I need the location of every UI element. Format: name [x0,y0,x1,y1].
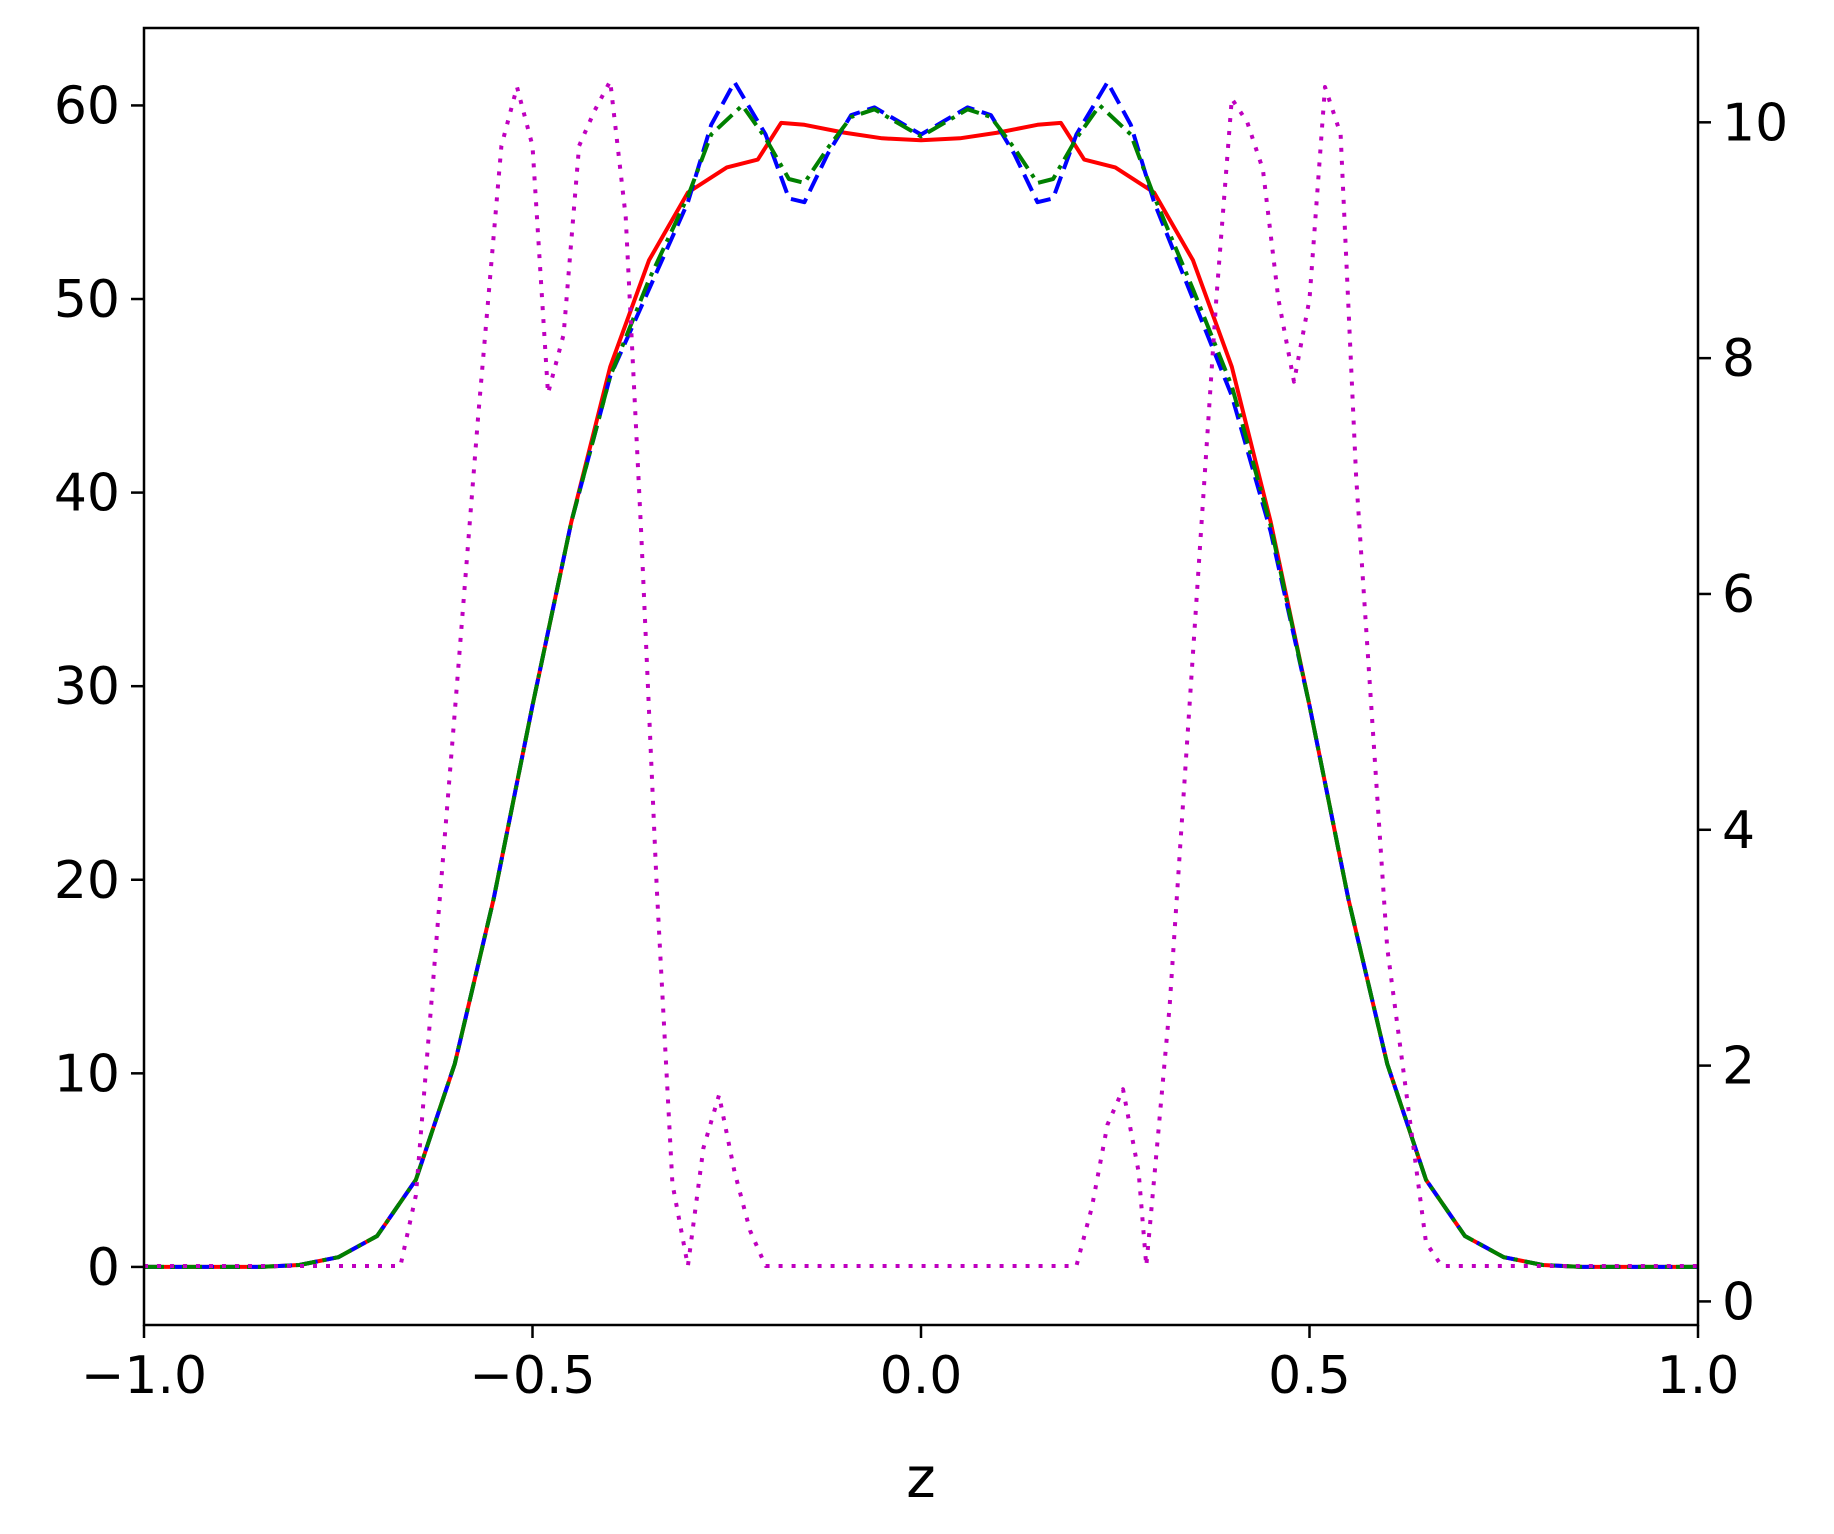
series-line-3 [144,103,1698,1269]
y2-tick-label: 4 [1722,801,1755,861]
y-tick-label: 10 [54,1044,120,1104]
y-tick-label: 40 [54,464,120,524]
y2-tick-label: 6 [1722,565,1755,625]
y-tick-label: 60 [54,76,120,136]
plot-background [144,28,1698,1325]
y-tick-label: 30 [54,657,120,717]
y2-tick-label: 8 [1722,329,1755,389]
x-axis: −1.0 −0.5 0.0 0.5 1.0 [81,1325,1739,1406]
y2-tick-label: 2 [1722,1037,1755,1097]
y-axis-left: 0 10 20 30 40 50 60 [54,76,144,1298]
y2-tick-label: 10 [1722,93,1788,153]
x-tick-label: 0.0 [880,1346,963,1406]
series-layer [144,79,1698,1269]
series-line-4 [144,79,1698,1268]
y-axis-right: 0 2 4 6 8 10 [1698,93,1788,1332]
x-tick-label: 0.5 [1268,1346,1351,1406]
x-tick-label: 1.0 [1657,1346,1740,1406]
y-tick-label: 20 [54,851,120,911]
x-axis-title: z [906,1446,935,1511]
y2-tick-label: 0 [1722,1272,1755,1332]
x-tick-label: −1.0 [81,1346,207,1406]
y-tick-label: 50 [54,270,120,330]
y-tick-label: 0 [87,1238,120,1298]
x-tick-label: −0.5 [469,1346,595,1406]
